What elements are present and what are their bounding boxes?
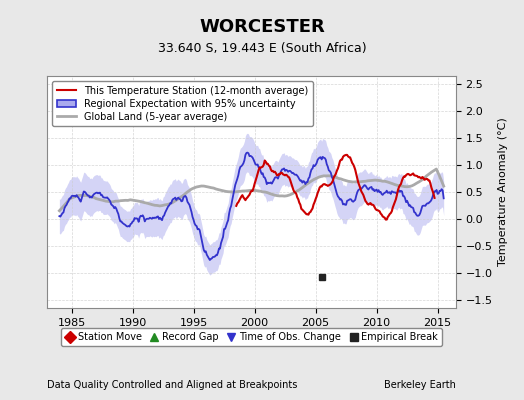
Text: Berkeley Earth: Berkeley Earth: [384, 380, 456, 390]
Text: Data Quality Controlled and Aligned at Breakpoints: Data Quality Controlled and Aligned at B…: [47, 380, 298, 390]
Y-axis label: Temperature Anomaly (°C): Temperature Anomaly (°C): [498, 118, 508, 266]
Legend: This Temperature Station (12-month average), Regional Expectation with 95% uncer: This Temperature Station (12-month avera…: [52, 81, 313, 126]
Legend: Station Move, Record Gap, Time of Obs. Change, Empirical Break: Station Move, Record Gap, Time of Obs. C…: [61, 328, 442, 346]
Text: WORCESTER: WORCESTER: [199, 18, 325, 36]
Text: 33.640 S, 19.443 E (South Africa): 33.640 S, 19.443 E (South Africa): [158, 42, 366, 55]
